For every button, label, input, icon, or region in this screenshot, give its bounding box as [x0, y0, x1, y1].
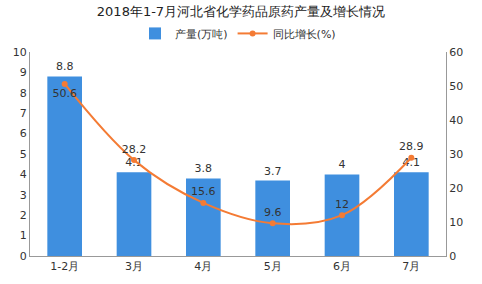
svg-text:50.6: 50.6	[52, 87, 77, 100]
svg-text:30: 30	[449, 148, 463, 161]
svg-text:40: 40	[449, 114, 463, 127]
svg-text:8.8: 8.8	[56, 60, 74, 73]
svg-text:4: 4	[339, 158, 346, 171]
svg-text:产量(万吨): 产量(万吨)	[175, 28, 228, 41]
svg-text:同比增长(%): 同比增长(%)	[273, 28, 336, 41]
svg-text:2: 2	[20, 209, 27, 222]
svg-text:7月: 7月	[402, 260, 420, 273]
svg-text:3.7: 3.7	[264, 165, 282, 178]
svg-text:9.6: 9.6	[264, 206, 282, 219]
svg-text:4: 4	[20, 168, 27, 181]
svg-text:5月: 5月	[264, 260, 282, 273]
svg-text:3月: 3月	[125, 260, 143, 273]
svg-text:2018年1-7月河北省化学药品原药产量及增长情况: 2018年1-7月河北省化学药品原药产量及增长情况	[97, 4, 385, 19]
svg-text:28.9: 28.9	[399, 140, 424, 153]
svg-text:6: 6	[20, 127, 27, 140]
svg-text:0: 0	[449, 250, 456, 263]
svg-text:28.2: 28.2	[122, 143, 147, 156]
svg-text:3: 3	[20, 189, 27, 202]
svg-text:20: 20	[449, 182, 463, 195]
svg-text:50: 50	[449, 80, 463, 93]
svg-text:8: 8	[20, 87, 27, 100]
svg-text:60: 60	[449, 46, 463, 59]
svg-text:0: 0	[20, 250, 27, 263]
svg-text:1-2月: 1-2月	[50, 260, 79, 273]
svg-text:15.6: 15.6	[191, 185, 216, 198]
svg-text:4.1: 4.1	[403, 156, 421, 169]
svg-text:12: 12	[335, 198, 349, 211]
svg-text:4.1: 4.1	[125, 156, 143, 169]
svg-text:3.8: 3.8	[195, 162, 213, 175]
svg-text:1: 1	[20, 229, 27, 242]
svg-text:10: 10	[449, 216, 463, 229]
svg-text:4月: 4月	[194, 260, 212, 273]
svg-text:6月: 6月	[333, 260, 351, 273]
svg-text:7: 7	[20, 107, 27, 120]
svg-text:9: 9	[20, 66, 27, 79]
svg-text:10: 10	[13, 46, 27, 59]
svg-text:5: 5	[20, 148, 27, 161]
